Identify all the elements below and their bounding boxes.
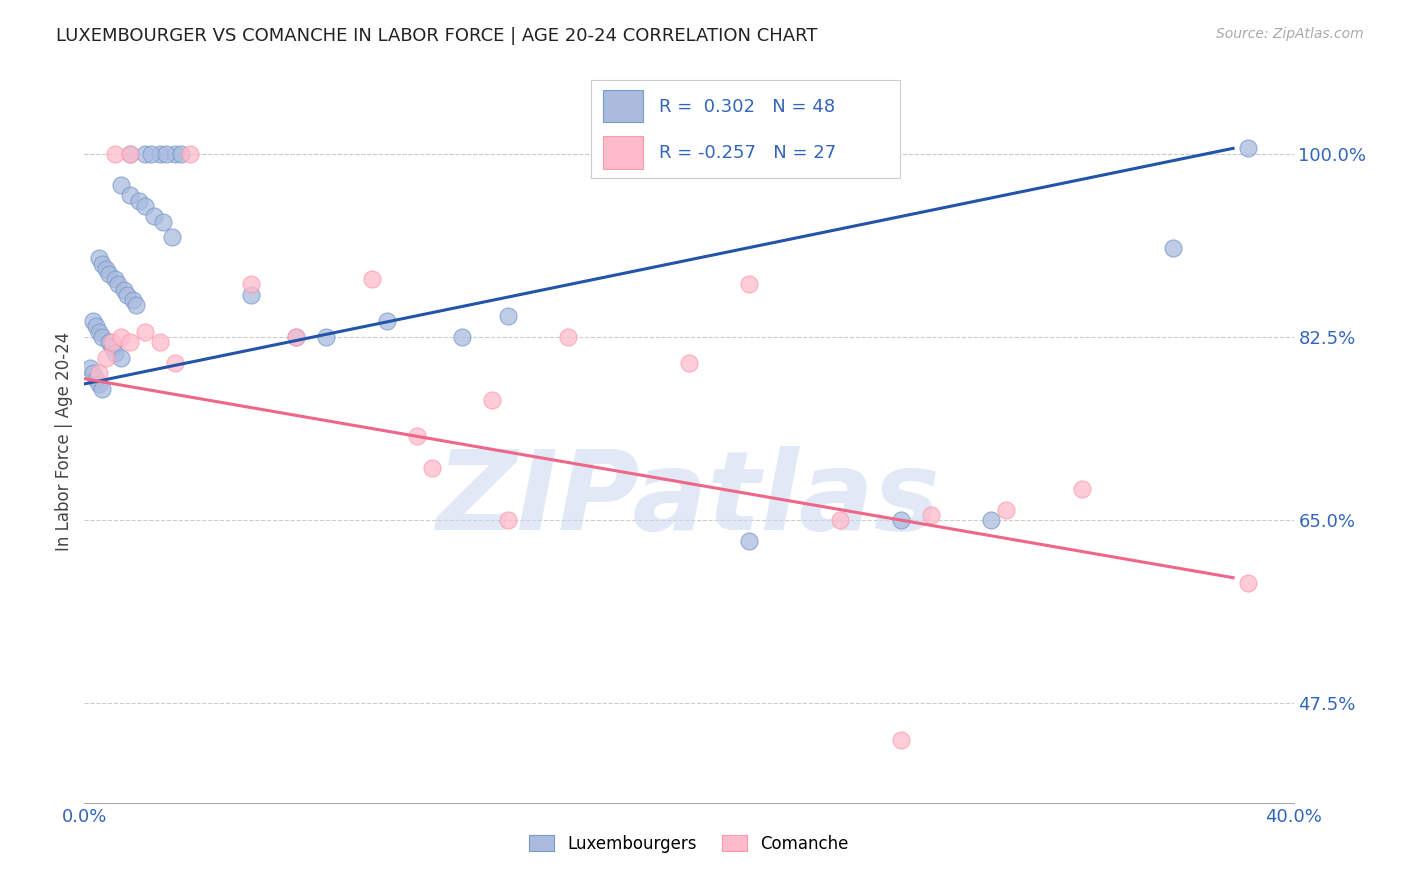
Point [94,261,117,276]
Point [97,334,120,349]
Text: R =  0.302   N = 48: R = 0.302 N = 48 [658,98,835,116]
Point [995,502,1018,516]
Point [118,146,141,161]
FancyBboxPatch shape [603,90,643,122]
Point [128,194,150,208]
Point [100,334,122,349]
Point [152,214,174,228]
Point [451,330,474,344]
Point [91,382,114,396]
Point [118,188,141,202]
Point [149,334,172,349]
Point [890,733,912,747]
Point [830,513,852,527]
Point [110,330,132,344]
Point [82,314,104,328]
Point [481,392,503,407]
Point [79,361,101,376]
Point [1071,482,1094,496]
Point [115,288,138,302]
Point [110,351,132,365]
Point [375,314,398,328]
Point [360,272,382,286]
Point [496,309,519,323]
Point [94,351,117,365]
Point [315,330,337,344]
Point [738,534,761,549]
Point [165,146,187,161]
Point [139,146,162,161]
Point [118,146,141,161]
Point [239,288,262,302]
Point [678,356,700,370]
Point [97,267,120,281]
Point [155,146,177,161]
Point [118,334,141,349]
Point [160,230,183,244]
Point [285,330,308,344]
Y-axis label: In Labor Force | Age 20-24: In Labor Force | Age 20-24 [55,332,73,551]
Point [89,367,111,381]
Legend: Luxembourgers, Comanche: Luxembourgers, Comanche [523,828,855,860]
Point [112,283,135,297]
Point [1237,141,1260,155]
Point [91,330,114,344]
Point [82,367,104,381]
Point [890,513,912,527]
Point [134,146,156,161]
Point [89,325,111,339]
Point [100,340,122,354]
Point [149,146,172,161]
Point [557,330,579,344]
Point [496,513,519,527]
Text: Source: ZipAtlas.com: Source: ZipAtlas.com [1216,27,1364,41]
Text: R = -0.257   N = 27: R = -0.257 N = 27 [658,144,835,161]
Point [86,372,108,386]
Point [980,513,1002,527]
Point [134,325,156,339]
Text: ZIPatlas: ZIPatlas [437,446,941,553]
Point [420,460,443,475]
Point [89,252,111,266]
FancyBboxPatch shape [603,136,643,169]
Point [1161,241,1184,255]
Point [738,277,761,292]
Point [170,146,193,161]
Point [285,330,308,344]
Point [107,277,129,292]
Point [104,272,127,286]
Point [239,277,262,292]
Point [179,146,201,161]
Point [110,178,132,192]
Point [91,256,114,270]
Point [142,210,165,224]
Point [134,199,156,213]
Point [1237,575,1260,590]
Point [920,508,942,522]
Point [125,298,148,312]
Point [104,146,127,161]
Point [104,345,127,359]
Point [406,429,429,443]
Point [121,293,143,308]
Point [86,319,108,334]
Point [89,376,111,391]
Point [165,356,187,370]
Text: LUXEMBOURGER VS COMANCHE IN LABOR FORCE | AGE 20-24 CORRELATION CHART: LUXEMBOURGER VS COMANCHE IN LABOR FORCE … [56,27,818,45]
